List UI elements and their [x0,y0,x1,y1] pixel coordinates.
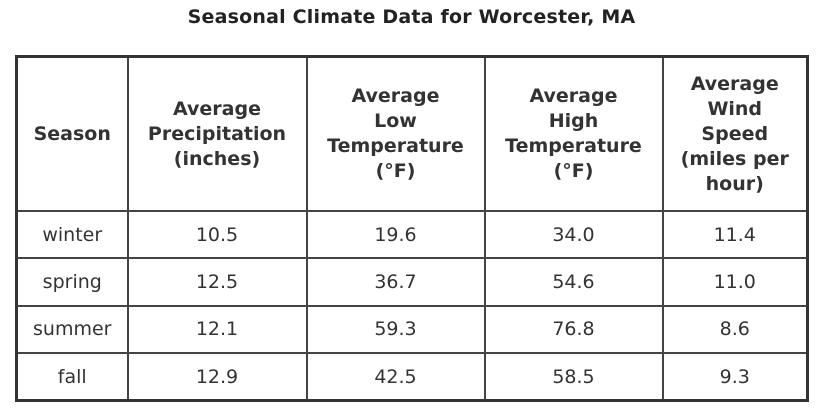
header-line: (°F) [553,160,594,182]
header-line: Average [173,97,261,120]
header-line: Average [690,72,779,95]
header-line: Average [351,85,440,107]
header-average-low-temperature: Average Low Temperature (°F) [305,55,486,212]
cell-wind-speed: 9.3 [661,352,809,402]
header-line: Temperature [505,135,642,157]
cell-precipitation: 12.1 [126,304,308,355]
header-average-precipitation: Average Precipitation (inches) [126,55,308,212]
header-line: (inches) [173,147,261,170]
cell-low-temperature: 42.5 [305,352,486,402]
cell-high-temperature: 54.6 [483,257,664,307]
cell-season: spring [15,257,129,307]
cell-wind-speed: 11.0 [661,257,809,307]
cell-low-temperature: 19.6 [305,209,486,260]
header-line: Average [529,85,618,107]
header-line: Wind [707,97,763,120]
cell-precipitation: 12.9 [126,352,308,402]
table-row-winter: winter 10.5 19.6 34.0 11.4 [15,209,809,260]
cell-season: summer [15,304,129,355]
cell-precipitation: 10.5 [126,209,308,260]
cell-high-temperature: 76.8 [483,304,664,355]
cell-wind-speed: 11.4 [661,209,809,260]
cell-low-temperature: 59.3 [305,304,486,355]
cell-wind-speed: 8.6 [661,304,809,355]
cell-season: winter [15,209,129,260]
cell-season: fall [15,352,129,402]
header-row: Season Average Precipitation (inches) Av… [15,55,809,212]
header-line: Speed [701,122,769,145]
header-season: Season [15,55,129,212]
cell-precipitation: 12.5 [126,257,308,307]
table-row-summer: summer 12.1 59.3 76.8 8.6 [15,304,809,355]
header-line: (°F) [375,160,416,182]
header-line: Low [374,110,417,132]
cell-low-temperature: 36.7 [305,257,486,307]
header-line: Precipitation [147,122,287,145]
header-line: (miles per [680,147,789,170]
cell-high-temperature: 58.5 [483,352,664,402]
header-line: High [548,110,599,132]
header-line: hour) [705,172,764,195]
climate-data-table: Season Average Precipitation (inches) Av… [15,55,809,402]
table-row-spring: spring 12.5 36.7 54.6 11.0 [15,257,809,307]
header-line: Season [33,122,111,145]
header-average-wind-speed: Average Wind Speed (miles per hour) [661,55,809,212]
header-average-high-temperature: Average High Temperature (°F) [483,55,664,212]
table-row-fall: fall 12.9 42.5 58.5 9.3 [15,352,809,402]
page-title: Seasonal Climate Data for Worcester, MA [187,6,636,28]
cell-high-temperature: 34.0 [483,209,664,260]
header-line: Temperature [327,135,464,157]
